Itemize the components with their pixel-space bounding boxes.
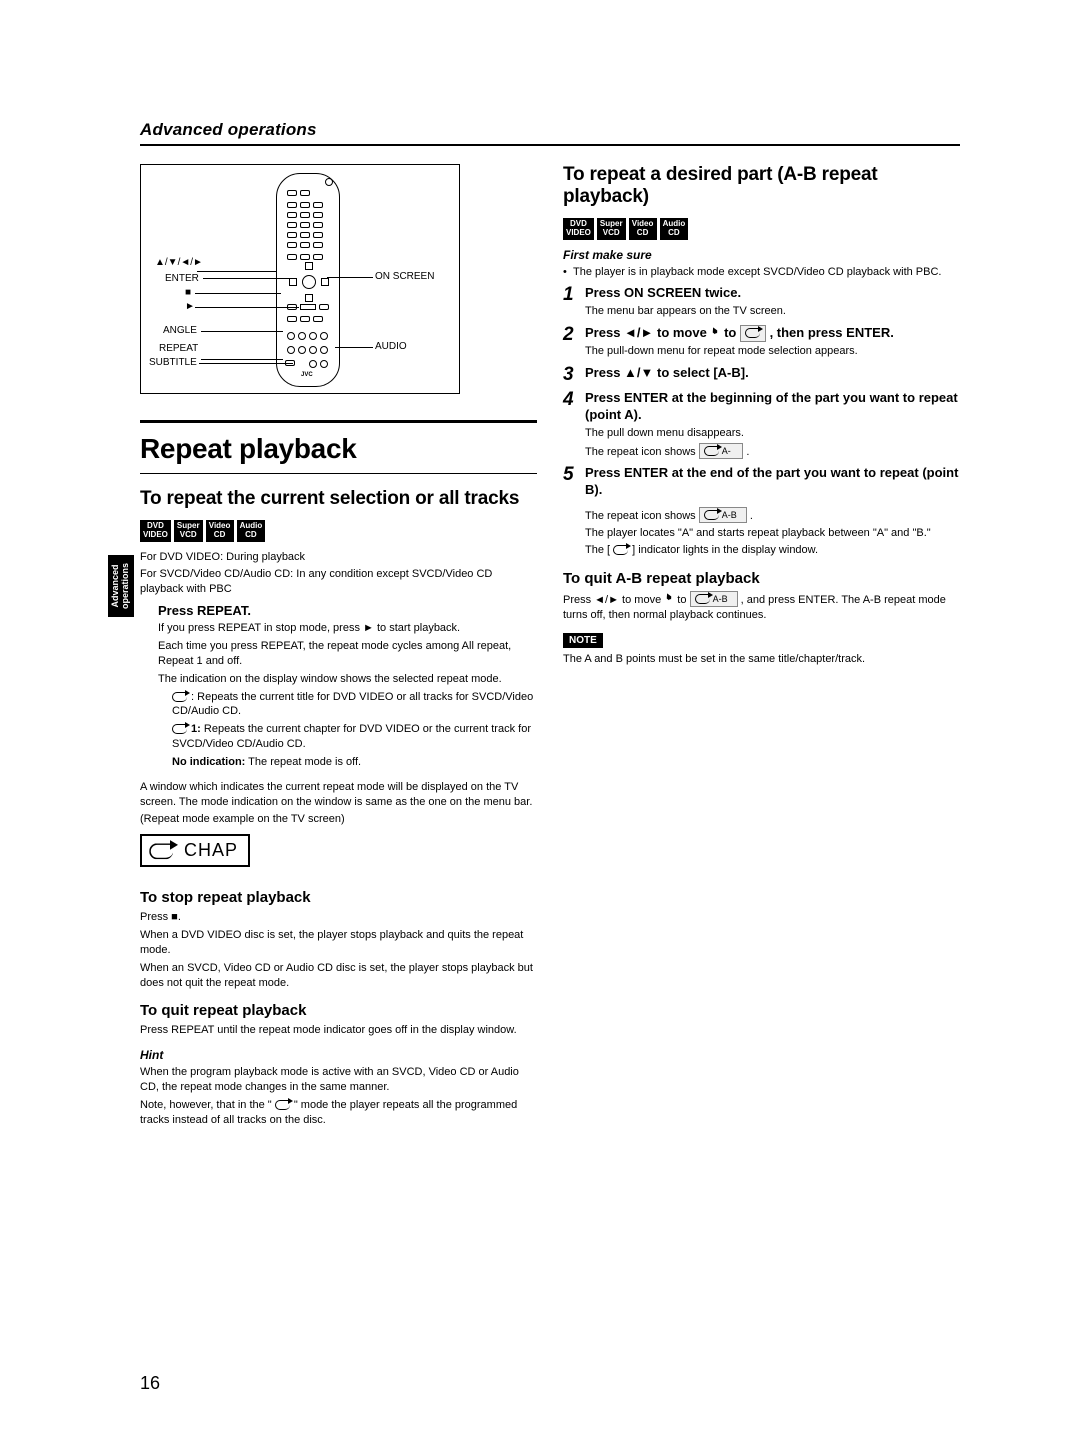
s2-title: Press ◄/► to move to , then press ENTER. — [585, 325, 960, 342]
s5-d2: The player locates "A" and starts repeat… — [585, 526, 960, 541]
s4-title: Press ENTER at the beginning of the part… — [585, 390, 960, 424]
s5-title: Press ENTER at the end of the part you w… — [585, 465, 960, 499]
step-number: 3 — [563, 365, 577, 384]
repeat-icon — [172, 691, 188, 702]
label-subtitle: SUBTITLE — [149, 357, 197, 368]
label-repeat: REPEAT — [159, 343, 198, 354]
step-number: 5 — [563, 465, 577, 557]
stop2: When a DVD VIDEO disc is set, the player… — [140, 928, 537, 958]
s5-d3: The [ ] indicator lights in the display … — [585, 543, 960, 558]
ab-box-icon: A-B — [699, 507, 747, 523]
hint-heading: Hint — [140, 1048, 537, 1062]
remote-diagram: JVC ▲/▼/◄/► ENTER ■ ► ANGLE REPEAT SUBTI… — [140, 164, 460, 394]
pointer-icon — [710, 327, 720, 339]
step-number: 2 — [563, 325, 577, 359]
note-label: NOTE — [563, 633, 603, 648]
stop-heading: To stop repeat playback — [140, 889, 537, 906]
quit-ab-heading: To quit A-B repeat playback — [563, 570, 960, 587]
repeat-icon — [613, 544, 629, 555]
step-4: 4 Press ENTER at the beginning of the pa… — [563, 390, 960, 459]
heading-repeat-current: To repeat the current selection or all t… — [140, 488, 537, 510]
label-angle: ANGLE — [163, 325, 197, 336]
note-text: The A and B points must be set in the sa… — [563, 652, 960, 667]
step-2: 2 Press ◄/► to move to , then press ENTE… — [563, 325, 960, 359]
right-column: To repeat a desired part (A-B repeat pla… — [563, 164, 960, 1131]
section-header: Advanced operations — [140, 120, 960, 146]
s4-d1: The pull down menu disappears. — [585, 426, 960, 441]
pr1: If you press REPEAT in stop mode, press … — [158, 621, 537, 636]
page-number: 16 — [140, 1373, 160, 1394]
label-play: ► — [185, 301, 195, 312]
hint2: Note, however, that in the " " mode the … — [140, 1098, 537, 1128]
text-intro1: For DVD VIDEO: During playback — [140, 550, 537, 565]
left-column: JVC ▲/▼/◄/► ENTER ■ ► ANGLE REPEAT SUBTI… — [140, 164, 537, 1131]
s1-title: Press ON SCREEN twice. — [585, 285, 960, 302]
icon2: 1: Repeats the current chapter for DVD V… — [158, 722, 537, 752]
quit1: Press REPEAT until the repeat mode indic… — [140, 1023, 537, 1038]
noind: No indication: The repeat mode is off. — [158, 755, 537, 770]
fs-bullet: The player is in playback mode except SV… — [563, 265, 960, 280]
label-nav: ▲/▼/◄/► — [155, 257, 203, 268]
label-enter: ENTER — [165, 273, 199, 284]
s1-desc: The menu bar appears on the TV screen. — [585, 304, 960, 319]
ab-box-icon: A-B — [690, 591, 738, 607]
step-5: 5 Press ENTER at the end of the part you… — [563, 465, 960, 557]
stop1: Press ■. — [140, 910, 537, 925]
step-3: 3 Press ▲/▼ to select [A-B]. — [563, 365, 960, 384]
badge-acd: AudioCD — [660, 218, 689, 240]
repeat-icon — [172, 723, 188, 734]
stop3: When an SVCD, Video CD or Audio CD disc … — [140, 961, 537, 991]
s3-title: Press ▲/▼ to select [A-B]. — [585, 365, 960, 382]
side-tab-l1: Advanced — [110, 564, 120, 607]
step-number: 4 — [563, 390, 577, 459]
heading-repeat-playback: Repeat playback — [140, 420, 537, 474]
badge-vcd: VideoCD — [629, 218, 657, 240]
label-onscreen: ON SCREEN — [375, 271, 434, 282]
win1: A window which indicates the current rep… — [140, 780, 537, 810]
step-1: 1 Press ON SCREEN twice. The menu bar ap… — [563, 285, 960, 319]
badge-dvd: DVDVIDEO — [140, 520, 171, 542]
win2: (Repeat mode example on the TV screen) — [140, 812, 537, 827]
pointer-icon — [664, 593, 674, 605]
s4-d2: The repeat icon shows A- . — [585, 443, 960, 460]
badge-svcd: SuperVCD — [174, 520, 203, 542]
disc-badges: DVDVIDEO SuperVCD VideoCD AudioCD — [563, 218, 960, 240]
pr2: Each time you press REPEAT, the repeat m… — [158, 639, 537, 669]
badge-vcd: VideoCD — [206, 520, 234, 542]
s2-desc: The pull-down menu for repeat mode selec… — [585, 344, 960, 359]
text-intro2: For SVCD/Video CD/Audio CD: In any condi… — [140, 567, 537, 597]
quit-heading: To quit repeat playback — [140, 1002, 537, 1019]
repeat-box-icon — [740, 325, 766, 342]
badge-dvd: DVDVIDEO — [563, 218, 594, 240]
label-stop: ■ — [185, 287, 191, 298]
side-tab: Advanced operations — [108, 555, 134, 617]
hint1: When the program playback mode is active… — [140, 1065, 537, 1095]
badge-svcd: SuperVCD — [597, 218, 626, 240]
badge-acd: AudioCD — [237, 520, 266, 542]
first-make-sure: First make sure — [563, 248, 960, 262]
disc-badges: DVDVIDEO SuperVCD VideoCD AudioCD — [140, 520, 537, 542]
repeat-icon — [149, 842, 175, 860]
s5-d1: The repeat icon shows A-B . — [585, 507, 960, 524]
a-box-icon: A- — [699, 443, 744, 459]
side-tab-l2: operations — [120, 563, 130, 609]
icon1: : Repeats the current title for DVD VIDE… — [158, 690, 537, 720]
quit-ab-text: Press ◄/► to move to A-B , and press ENT… — [563, 591, 960, 623]
label-audio: AUDIO — [375, 341, 407, 352]
pr3: The indication on the display window sho… — [158, 672, 537, 687]
heading-ab-repeat: To repeat a desired part (A-B repeat pla… — [563, 164, 960, 208]
chap-text: CHAP — [184, 840, 238, 861]
chap-display: CHAP — [140, 834, 250, 867]
step-number: 1 — [563, 285, 577, 319]
repeat-icon — [275, 1099, 291, 1110]
press-repeat-heading: Press REPEAT. — [158, 603, 537, 618]
